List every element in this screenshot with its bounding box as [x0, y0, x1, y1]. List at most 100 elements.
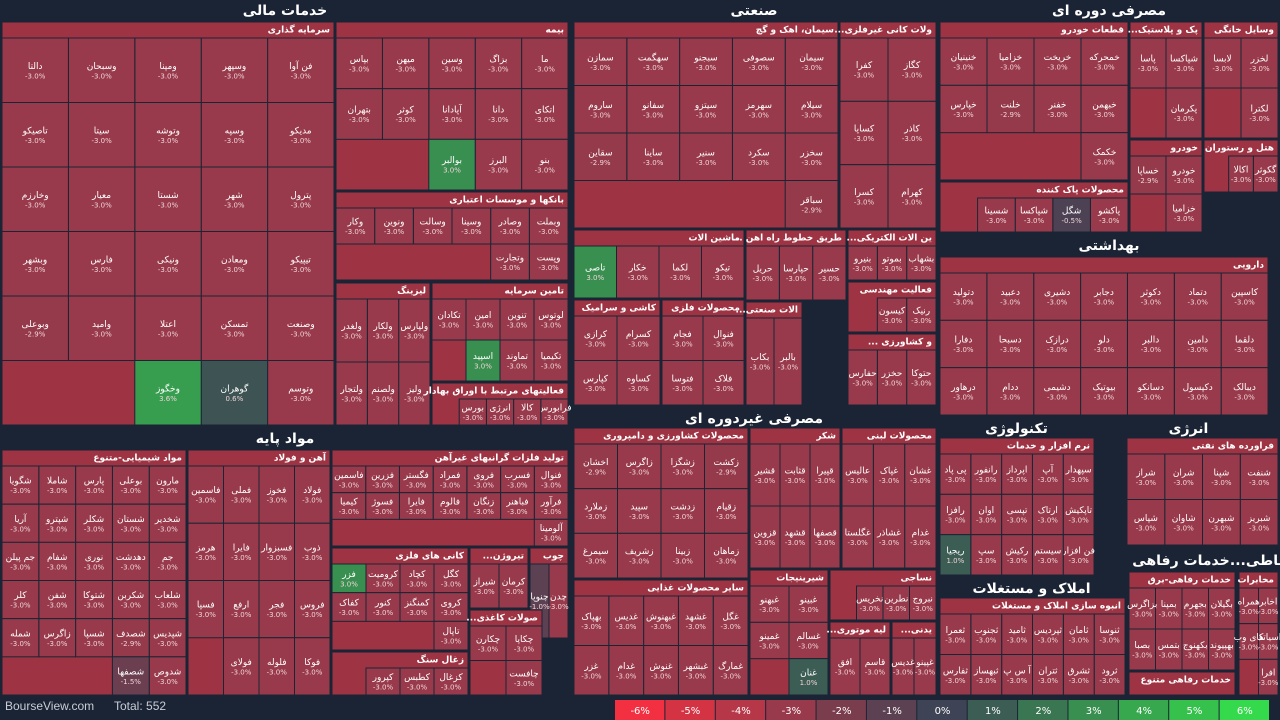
stock-tile[interactable]: [1129, 37, 1167, 89]
stock-tile[interactable]: [573, 245, 617, 299]
stock-tile[interactable]: [67, 102, 136, 168]
stock-tile[interactable]: [1240, 37, 1279, 89]
stock-tile[interactable]: [458, 398, 487, 426]
stock-tile[interactable]: [111, 656, 150, 696]
stock-tile[interactable]: [573, 645, 610, 696]
stock-tile[interactable]: [474, 138, 523, 191]
stock-tile[interactable]: [731, 132, 786, 181]
stock-tile[interactable]: [1089, 197, 1129, 233]
stock-tile[interactable]: [1239, 453, 1279, 500]
stock-tile[interactable]: [75, 618, 113, 658]
stock-tile[interactable]: [1001, 453, 1033, 495]
stock-tile[interactable]: [661, 315, 704, 361]
stock-tile[interactable]: [779, 505, 811, 569]
stock-tile[interactable]: [1181, 628, 1209, 671]
stock-tile[interactable]: [1126, 499, 1166, 546]
stock-tile[interactable]: [433, 592, 469, 622]
stock-tile[interactable]: [788, 621, 829, 660]
stock-tile[interactable]: [294, 637, 331, 696]
stock-tile[interactable]: [528, 243, 569, 281]
stock-tile[interactable]: [490, 207, 530, 245]
stock-tile[interactable]: [608, 645, 645, 696]
stock-tile[interactable]: [513, 398, 542, 426]
stock-tile[interactable]: [784, 180, 839, 229]
stock-tile[interactable]: [1220, 319, 1269, 369]
stock-tile[interactable]: [365, 667, 401, 696]
stock-tile[interactable]: [702, 315, 745, 361]
stock-tile[interactable]: [223, 580, 260, 639]
stock-tile[interactable]: [749, 621, 790, 660]
stock-tile[interactable]: [466, 465, 502, 494]
stock-tile[interactable]: [1, 166, 69, 232]
stock-tile[interactable]: [841, 505, 874, 569]
stock-tile[interactable]: [839, 100, 889, 166]
stock-tile[interactable]: [134, 37, 202, 103]
stock-tile[interactable]: [490, 243, 530, 281]
stock-tile[interactable]: [38, 465, 77, 505]
stock-tile[interactable]: [505, 660, 543, 696]
stock-tile[interactable]: [859, 637, 891, 696]
stock-tile[interactable]: [977, 197, 1016, 233]
stock-tile[interactable]: [872, 443, 906, 507]
stock-tile[interactable]: [38, 503, 77, 543]
stock-tile[interactable]: [533, 298, 569, 341]
stock-tile[interactable]: [1258, 658, 1279, 696]
stock-tile[interactable]: [778, 245, 814, 301]
stock-tile[interactable]: [876, 349, 908, 406]
stock-tile[interactable]: [187, 580, 224, 639]
stock-tile[interactable]: [500, 492, 535, 520]
stock-tile[interactable]: [1173, 367, 1222, 416]
stock-tile[interactable]: [573, 85, 628, 134]
stock-tile[interactable]: [505, 625, 543, 661]
stock-tile[interactable]: [399, 592, 435, 622]
stock-tile[interactable]: [939, 613, 972, 655]
stock-tile[interactable]: [841, 443, 874, 507]
stock-tile[interactable]: [904, 505, 937, 569]
stock-tile[interactable]: [617, 532, 662, 579]
stock-tile[interactable]: [839, 164, 889, 229]
stock-tile[interactable]: [986, 84, 1035, 134]
stock-tile[interactable]: [465, 339, 501, 382]
stock-tile[interactable]: [847, 349, 878, 406]
stock-tile[interactable]: [134, 166, 202, 232]
stock-tile[interactable]: [970, 534, 1003, 576]
stock-tile[interactable]: [365, 465, 400, 494]
stock-tile[interactable]: [626, 37, 681, 86]
stock-tile[interactable]: [677, 595, 714, 646]
stock-tile[interactable]: [187, 522, 224, 581]
stock-tile[interactable]: [433, 563, 469, 594]
stock-tile[interactable]: [1, 102, 69, 168]
stock-tile[interactable]: [485, 398, 515, 426]
stock-tile[interactable]: [1052, 197, 1091, 233]
stock-tile[interactable]: [1129, 155, 1167, 195]
stock-tile[interactable]: [939, 319, 988, 369]
stock-tile[interactable]: [788, 585, 829, 623]
stock-tile[interactable]: [891, 637, 915, 696]
stock-tile[interactable]: [1062, 654, 1095, 696]
stock-tile[interactable]: [75, 503, 113, 543]
stock-tile[interactable]: [573, 132, 628, 181]
stock-tile[interactable]: [533, 518, 569, 547]
stock-tile[interactable]: [847, 245, 878, 281]
stock-tile[interactable]: [38, 541, 77, 581]
stock-tile[interactable]: [331, 563, 367, 594]
stock-tile[interactable]: [1, 618, 40, 658]
stock-tile[interactable]: [1165, 193, 1203, 233]
stock-tile[interactable]: [626, 85, 681, 134]
stock-tile[interactable]: [331, 592, 367, 622]
stock-tile[interactable]: [679, 132, 733, 181]
stock-tile[interactable]: [398, 298, 431, 363]
stock-tile[interactable]: [335, 298, 368, 363]
stock-tile[interactable]: [573, 532, 618, 579]
stock-tile[interactable]: [428, 37, 476, 90]
stock-tile[interactable]: [331, 465, 367, 494]
stock-tile[interactable]: [335, 88, 383, 140]
stock-tile[interactable]: [1252, 155, 1279, 193]
stock-tile[interactable]: [1, 295, 69, 361]
stock-tile[interactable]: [528, 207, 569, 245]
stock-tile[interactable]: [75, 580, 113, 620]
stock-tile[interactable]: [701, 245, 745, 299]
stock-tile[interactable]: [499, 339, 535, 382]
stock-tile[interactable]: [1033, 367, 1082, 416]
stock-tile[interactable]: [148, 503, 187, 543]
